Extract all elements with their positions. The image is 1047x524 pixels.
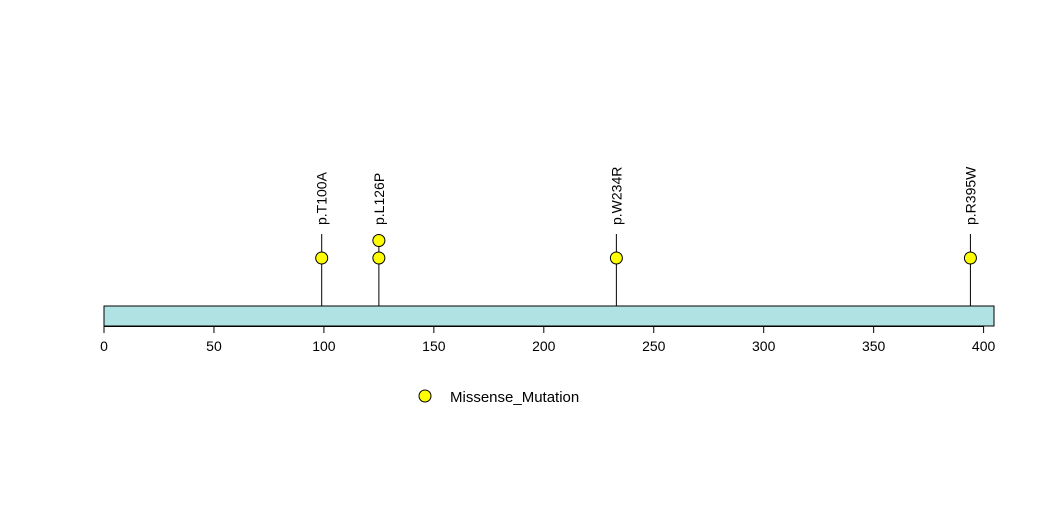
mutation-label: p.T100A xyxy=(314,171,330,225)
mutation-marker xyxy=(315,251,329,265)
x-axis: 0 50 100 150 200 250 300 350 400 xyxy=(100,326,995,354)
x-tick-label: 300 xyxy=(752,338,776,354)
mutation-label: p.L126P xyxy=(371,173,387,225)
mutation-marker xyxy=(372,234,386,247)
mutation-marker xyxy=(609,251,623,265)
mutation-label: p.R395W xyxy=(962,166,978,225)
x-tick-label: 150 xyxy=(422,338,446,354)
x-tick-label: 250 xyxy=(642,338,666,354)
x-tick-label: 400 xyxy=(972,338,996,354)
mutation-marker xyxy=(963,251,977,265)
x-tick-label: 350 xyxy=(862,338,886,354)
mutation-markers xyxy=(315,234,977,265)
legend: Missense_Mutation xyxy=(418,389,579,406)
x-tick-label: 200 xyxy=(532,338,556,354)
mutation-marker xyxy=(372,251,386,265)
mutation-labels: p.T100A p.L126P p.W234R p.R395W xyxy=(314,166,979,225)
legend-marker xyxy=(418,389,432,403)
mutation-label: p.W234R xyxy=(608,167,624,225)
x-tick-label: 0 xyxy=(100,338,108,354)
x-tick-label: 50 xyxy=(206,338,222,354)
protein-bar xyxy=(103,305,995,327)
legend-label: Missense_Mutation xyxy=(450,389,579,406)
x-tick-label: 100 xyxy=(312,338,336,354)
